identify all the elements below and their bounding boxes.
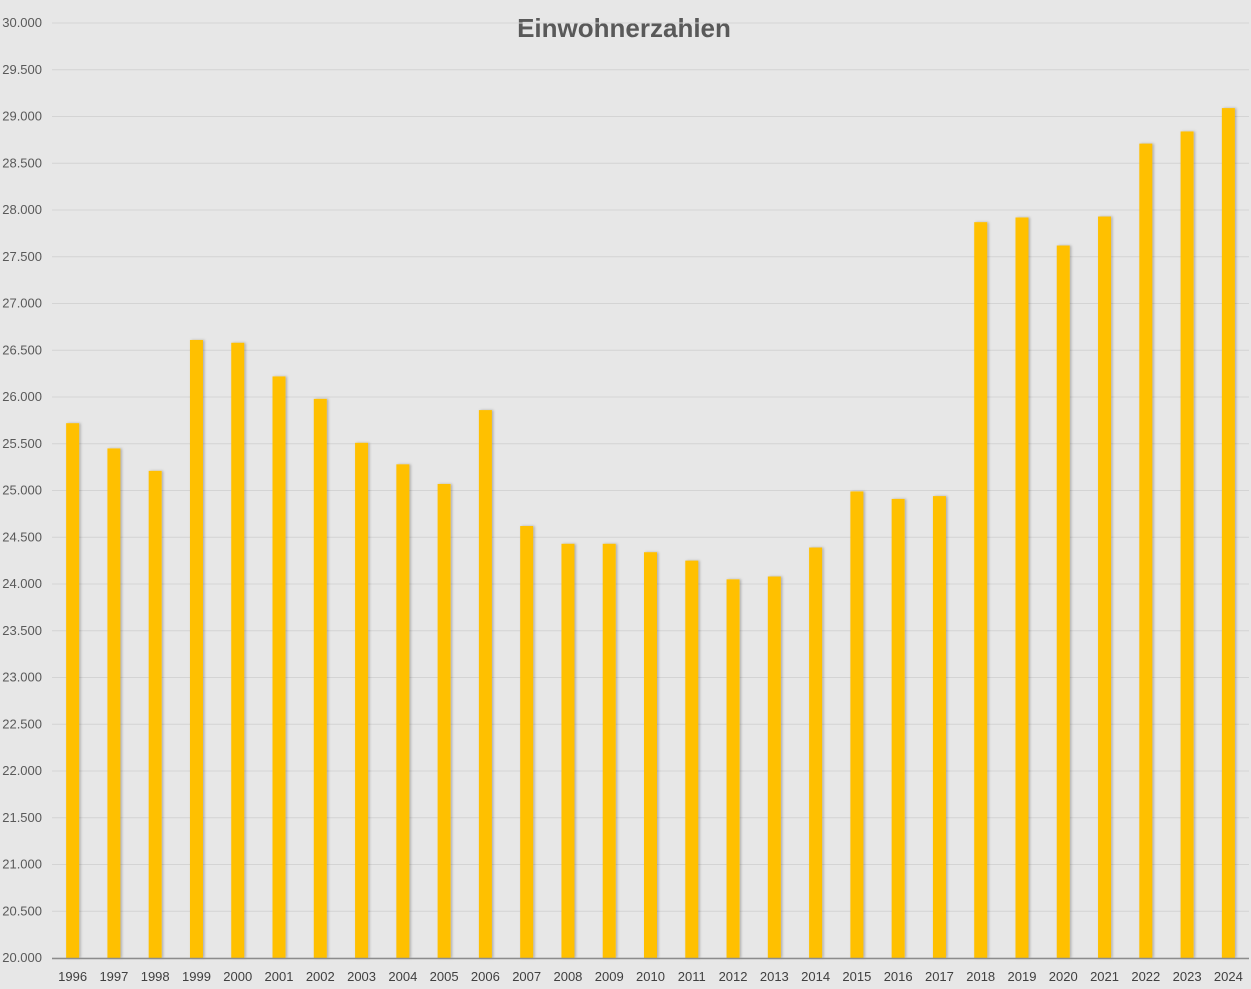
bar — [66, 423, 80, 958]
x-tick-label: 2021 — [1090, 969, 1119, 984]
gridlines — [52, 22, 1249, 959]
x-tick-label: 2018 — [966, 969, 995, 984]
bar — [272, 376, 286, 958]
bar — [561, 543, 575, 958]
bar — [231, 342, 245, 958]
bar — [726, 579, 740, 958]
bar — [809, 547, 823, 958]
y-tick-label: 21.000 — [2, 857, 42, 872]
x-tick-label: 2016 — [884, 969, 913, 984]
bar — [520, 526, 534, 958]
x-tick-label: 2001 — [265, 969, 294, 984]
y-tick-label: 23.500 — [2, 623, 42, 638]
bar — [313, 398, 327, 958]
y-tick-label: 26.500 — [2, 342, 42, 357]
y-tick-label: 26.000 — [2, 389, 42, 404]
bars — [66, 108, 1235, 959]
bar — [148, 470, 162, 958]
bar — [850, 491, 864, 958]
bar — [767, 576, 781, 958]
bar — [355, 442, 369, 958]
bar — [1221, 108, 1235, 958]
x-tick-label: 2005 — [430, 969, 459, 984]
x-tick-label: 1999 — [182, 969, 211, 984]
x-tick-label: 2007 — [512, 969, 541, 984]
y-tick-label: 25.500 — [2, 436, 42, 451]
x-tick-label: 2008 — [553, 969, 582, 984]
x-tick-label: 2015 — [842, 969, 871, 984]
y-tick-label: 20.000 — [2, 950, 42, 965]
bar — [602, 543, 616, 958]
y-tick-label: 29.000 — [2, 109, 42, 124]
x-tick-label: 2020 — [1049, 969, 1078, 984]
x-tick-label: 1996 — [58, 969, 87, 984]
y-tick-label: 24.500 — [2, 529, 42, 544]
x-tick-label: 2014 — [801, 969, 830, 984]
bar — [1015, 217, 1029, 959]
y-tick-label: 24.000 — [2, 576, 42, 591]
y-tick-label: 29.500 — [2, 62, 42, 77]
y-tick-label: 27.000 — [2, 296, 42, 311]
x-tick-label: 2023 — [1173, 969, 1202, 984]
x-tick-label: 1998 — [141, 969, 170, 984]
y-tick-label: 25.000 — [2, 483, 42, 498]
y-tick-label: 20.500 — [2, 903, 42, 918]
bar — [107, 448, 121, 958]
x-tick-label: 2017 — [925, 969, 954, 984]
bar — [974, 222, 988, 958]
x-tick-label: 2004 — [388, 969, 417, 984]
x-tick-label: 2019 — [1008, 969, 1037, 984]
bar — [478, 410, 492, 959]
x-tick-label: 2006 — [471, 969, 500, 984]
y-tick-label: 21.500 — [2, 810, 42, 825]
y-axis-labels: 20.000 20.500 21.000 21.500 22.000 22.500 23.0… — [2, 15, 42, 965]
x-tick-label: 2011 — [678, 969, 706, 984]
x-tick-label: 2013 — [760, 969, 789, 984]
x-tick-label: 2024 — [1214, 969, 1243, 984]
x-tick-label: 1997 — [99, 969, 128, 984]
bar — [685, 560, 699, 958]
y-tick-label: 22.000 — [2, 763, 42, 778]
x-tick-label: 2012 — [719, 969, 748, 984]
y-tick-label: 28.000 — [2, 202, 42, 217]
y-tick-label: 27.500 — [2, 249, 42, 264]
bar — [1139, 143, 1153, 959]
y-tick-label: 22.500 — [2, 716, 42, 731]
x-tick-label: 2022 — [1131, 969, 1160, 984]
bar — [437, 483, 451, 958]
bar — [644, 552, 657, 958]
bar — [891, 498, 905, 958]
x-tick-label: 2003 — [347, 969, 376, 984]
y-tick-label: 30.000 — [2, 15, 42, 30]
x-tick-label: 2010 — [636, 969, 665, 984]
x-tick-label: 2000 — [223, 969, 252, 984]
x-tick-label: 2009 — [595, 969, 624, 984]
bar — [1056, 245, 1070, 958]
bar — [189, 339, 203, 959]
y-tick-label: 23.000 — [2, 670, 42, 685]
bar — [1180, 131, 1194, 958]
bar — [932, 496, 946, 958]
y-tick-label: 28.500 — [2, 155, 42, 170]
bar — [1098, 216, 1112, 959]
x-tick-label: 2002 — [306, 969, 335, 984]
chart-title: Einwohnerzahlen — [517, 13, 731, 43]
bar — [396, 464, 410, 958]
x-axis-labels: 1996 1997 1998 1999 2000 2001 2002 2003 2004 2005… — [58, 969, 1243, 984]
